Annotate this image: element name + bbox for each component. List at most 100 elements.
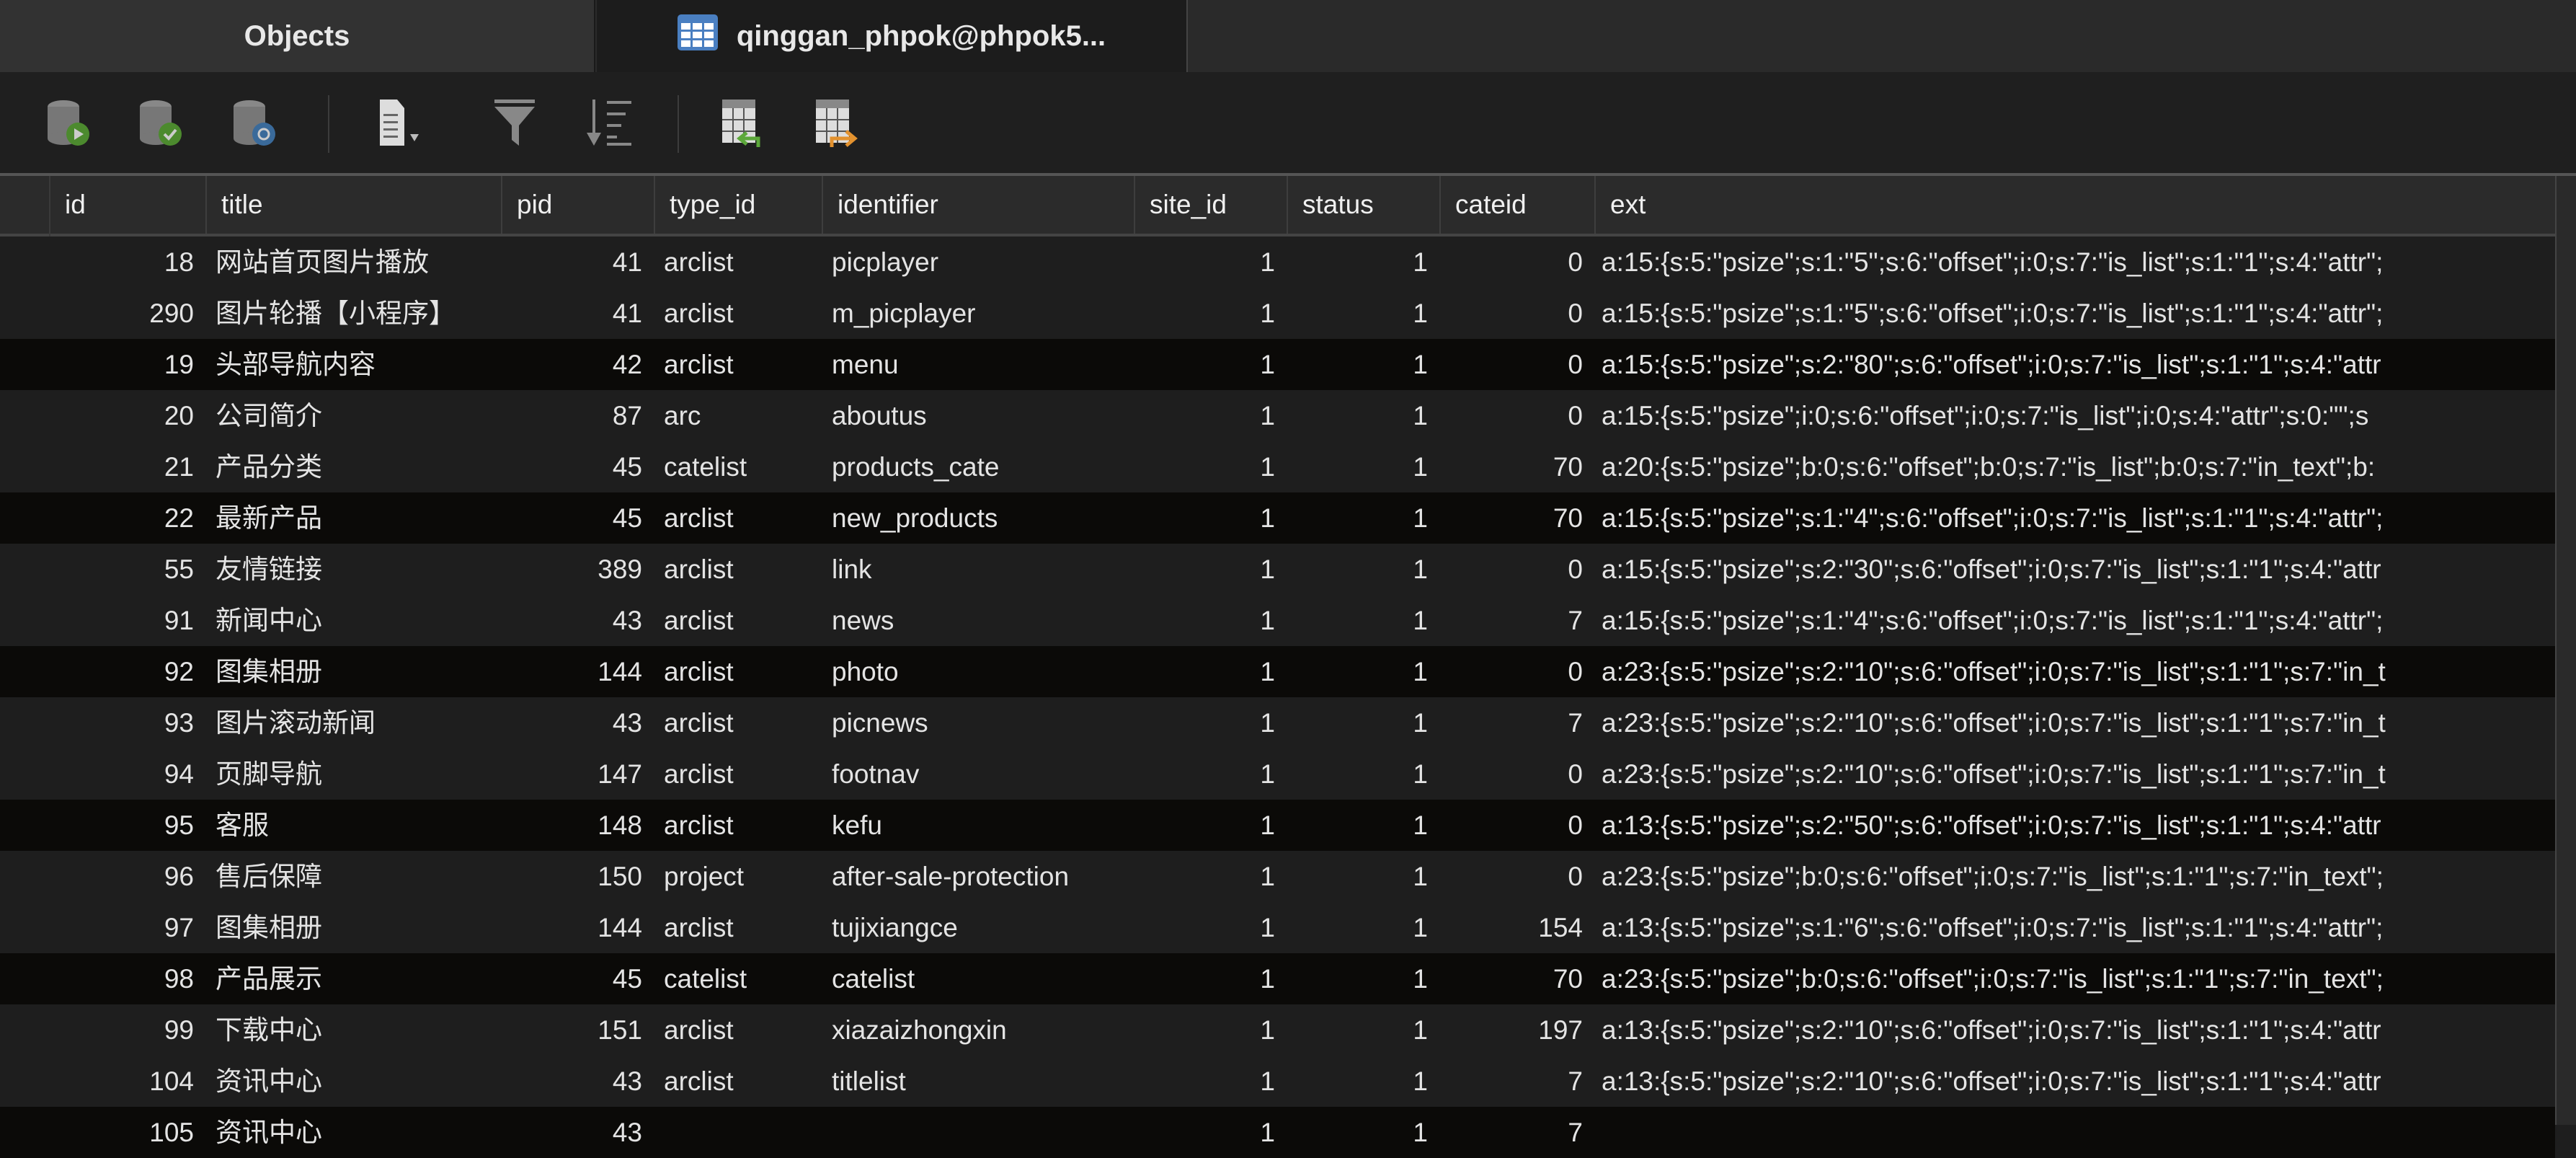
cell-status[interactable]: 1 (1413, 964, 1428, 994)
cell-title[interactable]: 客服 (216, 810, 269, 840)
cell-title[interactable]: 最新产品 (216, 503, 322, 533)
column-header-id[interactable]: id (49, 176, 205, 234)
table-row[interactable]: 98 产品展示 45 catelist catelist 1 1 70 a:23:{s:5:"p… (0, 953, 2555, 1004)
cell-id[interactable]: 98 (164, 964, 194, 994)
cell-status[interactable]: 1 (1413, 452, 1428, 482)
cell-cateid[interactable]: 0 (1568, 862, 1583, 891)
cell-site-id[interactable]: 1 (1260, 247, 1275, 277)
cell-type-id[interactable]: arclist (664, 503, 734, 533)
tab-table[interactable]: qinggan_phpok@phpok5... (597, 0, 1188, 72)
cell-type-id[interactable]: arclist (664, 810, 734, 840)
cell-cateid[interactable]: 0 (1568, 350, 1583, 379)
cell-title[interactable]: 资讯中心 (216, 1118, 322, 1147)
cell-site-id[interactable]: 1 (1260, 657, 1275, 686)
cell-status[interactable]: 1 (1413, 759, 1428, 789)
cell-title[interactable]: 友情链接 (216, 554, 322, 584)
cell-id[interactable]: 55 (164, 554, 194, 584)
cell-type-id[interactable]: project (664, 862, 745, 891)
cell-title[interactable]: 售后保障 (216, 862, 322, 891)
column-header-type-id[interactable]: type_id (654, 176, 822, 234)
cell-site-id[interactable]: 1 (1260, 759, 1275, 789)
cell-id[interactable]: 290 (149, 299, 194, 328)
cell-status[interactable]: 1 (1413, 1118, 1428, 1147)
cell-title[interactable]: 产品分类 (216, 452, 322, 482)
cell-ext[interactable]: a:15:{s:5:"psize";s:1:"5";s:6:"offset";i… (1602, 247, 2384, 277)
cell-id[interactable]: 97 (164, 913, 194, 942)
table-row[interactable]: 19 头部导航内容 42 arclist menu 1 1 0 a:15:{s:5:"psize… (0, 339, 2555, 390)
cell-identifier[interactable]: menu (832, 350, 899, 379)
cell-ext[interactable]: a:23:{s:5:"psize";b:0;s:6:"offset";i:0;s… (1602, 862, 2384, 891)
cell-cateid[interactable]: 0 (1568, 247, 1583, 277)
cell-type-id[interactable]: arclist (664, 913, 734, 942)
cell-id[interactable]: 18 (164, 247, 194, 277)
table-row[interactable]: 96 售后保障 150 project after-sale-protection 1 1 0… (0, 851, 2555, 902)
column-header-pid[interactable]: pid (501, 176, 654, 234)
cell-ext[interactable]: a:15:{s:5:"psize";s:1:"4";s:6:"offset";i… (1602, 606, 2384, 635)
cell-type-id[interactable]: arclist (664, 247, 734, 277)
cell-site-id[interactable]: 1 (1260, 452, 1275, 482)
cell-status[interactable]: 1 (1413, 1015, 1428, 1045)
cell-site-id[interactable]: 1 (1260, 350, 1275, 379)
cell-identifier[interactable]: catelist (832, 964, 915, 994)
cell-pid[interactable]: 87 (612, 401, 642, 430)
cell-site-id[interactable]: 1 (1260, 606, 1275, 635)
cell-identifier[interactable]: new_products (832, 503, 998, 533)
cell-ext[interactable]: a:13:{s:5:"psize";s:1:"6";s:6:"offset";i… (1602, 913, 2384, 942)
cell-title[interactable]: 页脚导航 (216, 759, 322, 789)
cell-status[interactable]: 1 (1413, 350, 1428, 379)
cell-ext[interactable]: a:23:{s:5:"psize";b:0;s:6:"offset";i:0;s… (1602, 964, 2384, 994)
cell-identifier[interactable]: picnews (832, 708, 928, 738)
cell-id[interactable]: 104 (149, 1066, 194, 1096)
cell-cateid[interactable]: 0 (1568, 299, 1583, 328)
cell-identifier[interactable]: kefu (832, 810, 882, 840)
cell-pid[interactable]: 45 (612, 964, 642, 994)
cell-site-id[interactable]: 1 (1260, 810, 1275, 840)
table-row[interactable]: 22 最新产品 45 arclist new_products 1 1 70 a:15:{s:5… (0, 492, 2555, 544)
cell-cateid[interactable]: 7 (1568, 1066, 1583, 1096)
cell-type-id[interactable]: arclist (664, 1015, 734, 1045)
cell-status[interactable]: 1 (1413, 606, 1428, 635)
table-row[interactable]: 92 图集相册 144 arclist photo 1 1 0 a:23:{s:5:"psize… (0, 646, 2555, 697)
cell-title[interactable]: 图集相册 (216, 913, 322, 942)
cell-site-id[interactable]: 1 (1260, 503, 1275, 533)
cell-identifier[interactable]: titlelist (832, 1066, 906, 1096)
cell-title[interactable]: 资讯中心 (216, 1066, 322, 1096)
cell-type-id[interactable]: catelist (664, 452, 747, 482)
cell-ext[interactable]: a:20:{s:5:"psize";b:0;s:6:"offset";b:0;s… (1602, 452, 2376, 482)
table-row[interactable]: 20 公司简介 87 arc aboutus 1 1 0 a:15:{s:5:"psize";i… (0, 390, 2555, 441)
cell-site-id[interactable]: 1 (1260, 1118, 1275, 1147)
cell-id[interactable]: 21 (164, 452, 194, 482)
cell-cateid[interactable]: 70 (1553, 503, 1583, 533)
cell-pid[interactable]: 43 (612, 708, 642, 738)
cell-title[interactable]: 头部导航内容 (216, 350, 376, 379)
cell-identifier[interactable]: news (832, 606, 894, 635)
cell-type-id[interactable]: arc (664, 401, 701, 430)
table-row[interactable]: 18 网站首页图片播放 41 arclist picplayer 1 1 0 a:15:{s:5… (0, 237, 2555, 288)
cell-status[interactable]: 1 (1413, 708, 1428, 738)
table-row[interactable]: 95 客服 148 arclist kefu 1 1 0 a:13:{s:5:"psize";s… (0, 800, 2555, 851)
cell-pid[interactable]: 43 (612, 1066, 642, 1096)
cell-ext[interactable]: a:23:{s:5:"psize";s:2:"10";s:6:"offset";… (1602, 759, 2386, 789)
cell-cateid[interactable]: 70 (1553, 964, 1583, 994)
vertical-scrollbar[interactable] (2555, 176, 2576, 1125)
cell-ext[interactable]: a:13:{s:5:"psize";s:2:"50";s:6:"offset";… (1602, 810, 2381, 840)
cell-type-id[interactable]: arclist (664, 350, 734, 379)
cell-pid[interactable]: 144 (598, 657, 642, 686)
cell-type-id[interactable]: arclist (664, 299, 734, 328)
cell-type-id[interactable]: arclist (664, 759, 734, 789)
cell-ext[interactable]: a:15:{s:5:"psize";i:0;s:6:"offset";i:0;s… (1602, 401, 2369, 430)
cell-id[interactable]: 105 (149, 1118, 194, 1147)
cell-site-id[interactable]: 1 (1260, 299, 1275, 328)
table-row[interactable]: 99 下载中心 151 arclist xiazaizhongxin 1 1 197 a:13:… (0, 1004, 2555, 1056)
cell-status[interactable]: 1 (1413, 913, 1428, 942)
cell-status[interactable]: 1 (1413, 401, 1428, 430)
cell-site-id[interactable]: 1 (1260, 862, 1275, 891)
cell-pid[interactable]: 150 (598, 862, 642, 891)
cell-id[interactable]: 94 (164, 759, 194, 789)
cell-type-id[interactable]: arclist (664, 606, 734, 635)
cell-type-id[interactable]: arclist (664, 708, 734, 738)
cell-ext[interactable]: a:15:{s:5:"psize";s:1:"5";s:6:"offset";i… (1602, 299, 2384, 328)
cell-site-id[interactable]: 1 (1260, 708, 1275, 738)
column-header-ext[interactable]: ext (1594, 176, 2555, 234)
cell-pid[interactable]: 45 (612, 452, 642, 482)
